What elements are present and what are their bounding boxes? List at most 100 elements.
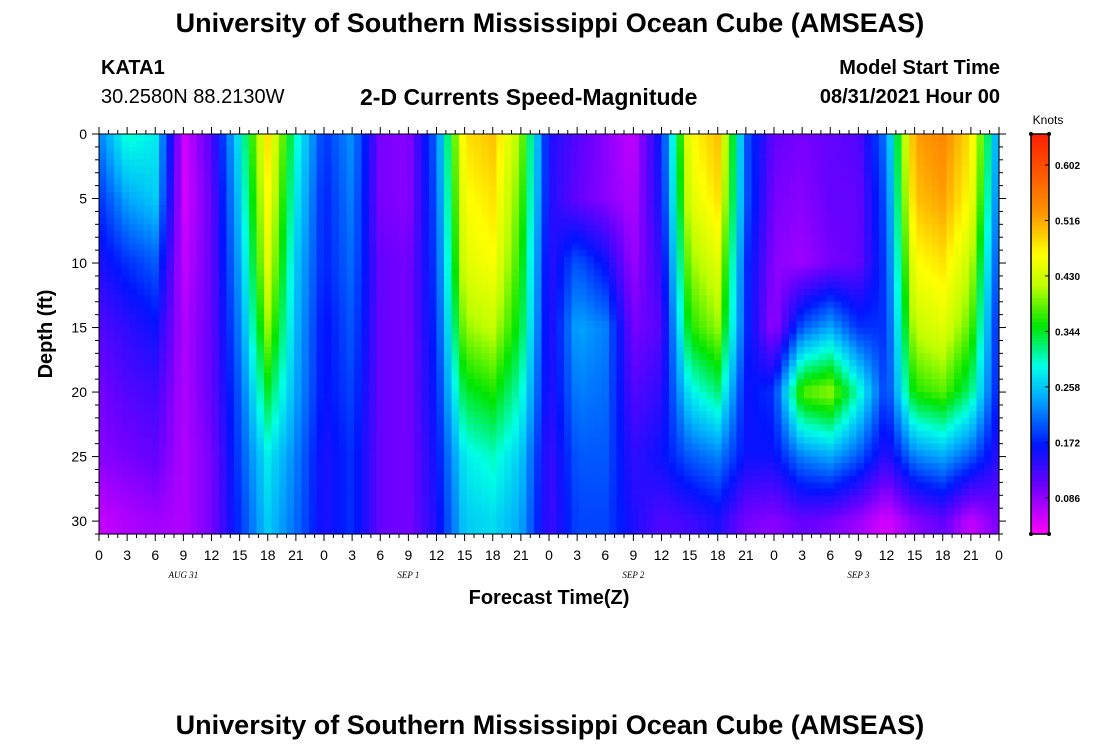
heatmap-cell [691,282,700,290]
heatmap-cell [406,301,415,309]
heatmap-cell [219,146,228,154]
heatmap-cell [766,243,775,251]
heatmap-cell [324,211,333,219]
heatmap-cell [556,282,565,290]
heatmap-cell [676,192,685,200]
heatmap-cell [316,263,325,271]
heatmap-cell [121,385,130,393]
heatmap-cell [241,282,250,290]
heatmap-cell [421,334,430,342]
heatmap-cell [736,372,745,380]
heatmap-cell [474,192,483,200]
heatmap-cell [789,250,798,258]
heatmap-cell [474,366,483,374]
heatmap-cell [811,204,820,213]
heatmap-cell [939,230,948,238]
heatmap-cell [909,372,918,380]
heatmap-cell [159,185,168,193]
heatmap-cell [714,353,723,361]
heatmap-cell [564,321,573,329]
heatmap-cell [429,172,438,180]
heatmap-cell [474,263,483,271]
heatmap-cell [901,263,910,271]
heatmap-cell [849,263,858,271]
heatmap-cell [181,308,190,316]
heatmap-cell [301,295,310,303]
heatmap-cell [309,392,318,400]
heatmap-cell [946,288,955,296]
heatmap-cell [196,243,205,251]
heatmap-cell [369,230,378,238]
heatmap-cell [279,243,288,251]
heatmap-cell [946,211,955,219]
heatmap-cell [354,243,363,251]
heatmap-cell [211,314,220,322]
heatmap-cell [226,179,235,187]
heatmap-cell [474,359,483,367]
heatmap-cell [631,172,640,180]
heatmap-cell [331,392,340,400]
heatmap-cell [436,140,445,148]
heatmap-cell [129,243,138,251]
heatmap-cell [901,385,910,393]
heatmap-cell [204,321,213,329]
heatmap-cell [451,153,460,161]
heatmap-cell [924,334,933,342]
heatmap-cell [721,192,730,200]
heatmap-cell [736,282,745,290]
heatmap-cell [729,275,738,283]
heatmap-cell [526,224,535,232]
heatmap-cell [879,269,888,277]
heatmap-cell [136,359,145,367]
heatmap-cell [826,230,835,238]
heatmap-cell [586,359,595,367]
heatmap-cell [624,321,633,329]
heatmap-cell [954,314,963,322]
heatmap-cell [391,340,400,348]
heatmap-cell [961,192,970,200]
heatmap-cell [219,346,228,354]
heatmap-cell [594,146,603,154]
heatmap-cell [886,379,895,387]
heatmap-cell [429,288,438,296]
heatmap-cell [744,159,753,167]
heatmap-cell [459,346,468,354]
heatmap-cell [369,288,378,296]
heatmap-cell [939,211,948,219]
heatmap-cell [294,379,303,387]
heatmap-cell [549,179,558,187]
heatmap-cell [849,392,858,400]
heatmap-cell [721,346,730,354]
heatmap-cell [826,140,835,148]
heatmap-cell [564,153,573,161]
heatmap-cell [384,256,393,264]
heatmap-cell [114,379,123,387]
heatmap-cell [991,217,1000,225]
heatmap-cell [631,185,640,193]
heatmap-cell [661,353,670,361]
heatmap-cell [504,372,513,380]
heatmap-cell [751,192,760,200]
heatmap-cell [106,256,115,264]
heatmap-cell [721,153,730,161]
heatmap-cell [564,340,573,348]
heatmap-cell [294,359,303,367]
heatmap-cell [744,211,753,219]
heatmap-cell [181,263,190,271]
heatmap-cell [451,398,460,406]
heatmap-cell [804,146,813,154]
heatmap-cell [526,134,535,142]
heatmap-cell [384,288,393,296]
heatmap-cell [136,308,145,316]
heatmap-cell [204,379,213,387]
heatmap-cell [684,385,693,393]
heatmap-cell [429,211,438,219]
heatmap-cell [459,134,468,142]
heatmap-cell [534,224,543,232]
heatmap-cell [256,172,265,180]
heatmap-cell [751,217,760,225]
heatmap-cell [834,334,843,342]
heatmap-cell [639,204,648,213]
heatmap-cell [976,314,985,322]
heatmap-cell [781,179,790,187]
